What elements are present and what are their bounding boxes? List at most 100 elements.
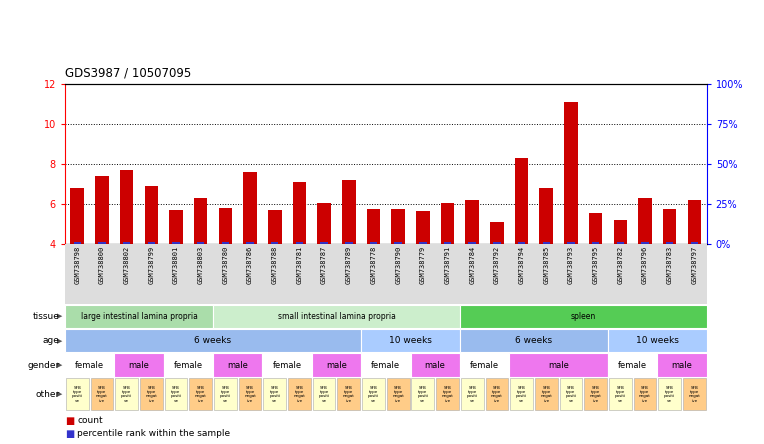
Bar — [436, 378, 459, 410]
Text: age: age — [43, 336, 60, 345]
Bar — [165, 378, 187, 410]
Bar — [691, 242, 698, 244]
Text: small intestinal lamina propria: small intestinal lamina propria — [277, 312, 396, 321]
Bar — [246, 242, 254, 244]
Text: SFB
type
positi
ve: SFB type positi ve — [269, 385, 280, 403]
Bar — [96, 176, 108, 244]
Bar — [659, 378, 681, 410]
Text: SFB
type
negat
ive: SFB type negat ive — [145, 385, 157, 403]
Bar — [163, 353, 213, 377]
Bar — [633, 378, 656, 410]
Text: SFB
type
positi
ve: SFB type positi ve — [220, 385, 231, 403]
Bar — [361, 329, 460, 353]
Bar — [262, 353, 312, 377]
Bar — [268, 210, 282, 244]
Text: SFB
type
positi
ve: SFB type positi ve — [319, 385, 330, 403]
Bar — [535, 378, 558, 410]
Text: female: female — [273, 361, 302, 370]
Text: SFB
type
negat
ive: SFB type negat ive — [96, 385, 108, 403]
Text: GSM738798: GSM738798 — [74, 246, 80, 284]
Text: GSM738800: GSM738800 — [99, 246, 105, 284]
Bar — [317, 203, 331, 244]
Text: GSM738793: GSM738793 — [568, 246, 574, 284]
Text: count: count — [77, 416, 103, 425]
Bar — [460, 305, 707, 328]
Text: GSM738782: GSM738782 — [617, 246, 623, 284]
Text: SFB
type
negat
ive: SFB type negat ive — [343, 385, 354, 403]
Bar — [312, 378, 335, 410]
Text: male: male — [227, 361, 248, 370]
Text: male: male — [548, 361, 569, 370]
Text: ▶: ▶ — [57, 362, 62, 368]
Bar — [663, 209, 676, 244]
Bar — [99, 242, 105, 244]
Text: GDS3987 / 10507095: GDS3987 / 10507095 — [65, 67, 191, 80]
Bar — [387, 378, 410, 410]
Text: male: male — [672, 361, 692, 370]
Text: GSM738788: GSM738788 — [272, 246, 278, 284]
Bar — [115, 378, 138, 410]
Text: percentile rank within the sample: percentile rank within the sample — [77, 429, 230, 438]
Bar — [444, 242, 452, 244]
Text: female: female — [371, 361, 400, 370]
Bar — [293, 182, 306, 244]
Text: SFB
type
negat
ive: SFB type negat ive — [688, 385, 701, 403]
Bar — [264, 378, 286, 410]
Bar — [213, 305, 460, 328]
Bar — [539, 188, 553, 244]
Bar — [584, 378, 607, 410]
Text: SFB
type
positi
ve: SFB type positi ve — [467, 385, 478, 403]
Bar — [140, 378, 163, 410]
Bar — [608, 329, 707, 353]
Bar — [666, 242, 673, 244]
Bar — [65, 329, 361, 353]
Text: GSM738781: GSM738781 — [296, 246, 303, 284]
Text: SFB
type
negat
ive: SFB type negat ive — [639, 385, 651, 403]
Bar — [238, 378, 261, 410]
Bar — [342, 180, 355, 244]
Bar — [592, 242, 600, 244]
Bar — [542, 242, 550, 244]
Bar — [115, 353, 163, 377]
Text: SFB
type
positi
ve: SFB type positi ve — [72, 385, 83, 403]
Text: 6 weeks: 6 weeks — [516, 336, 552, 345]
Bar — [222, 242, 229, 244]
Text: SFB
type
positi
ve: SFB type positi ve — [516, 385, 527, 403]
Text: female: female — [75, 361, 104, 370]
Bar — [370, 242, 377, 244]
Bar — [465, 200, 479, 244]
Text: SFB
type
negat
ive: SFB type negat ive — [590, 385, 601, 403]
Text: female: female — [173, 361, 203, 370]
Bar — [490, 222, 503, 244]
Text: GSM738799: GSM738799 — [148, 246, 154, 284]
Bar — [70, 188, 84, 244]
Text: SFB
type
positi
ve: SFB type positi ve — [368, 385, 379, 403]
Bar — [296, 242, 303, 244]
Text: GSM738783: GSM738783 — [667, 246, 672, 284]
Text: GSM738790: GSM738790 — [395, 246, 401, 284]
Text: GSM738778: GSM738778 — [371, 246, 377, 284]
Text: ■: ■ — [65, 416, 74, 426]
Text: ▶: ▶ — [57, 338, 62, 344]
Bar — [493, 242, 500, 244]
Text: GSM738802: GSM738802 — [124, 246, 130, 284]
Bar — [510, 378, 533, 410]
Text: GSM738795: GSM738795 — [593, 246, 599, 284]
Bar — [91, 378, 113, 410]
Text: SFB
type
negat
ive: SFB type negat ive — [442, 385, 454, 403]
Text: male: male — [128, 361, 150, 370]
Bar — [123, 242, 131, 244]
Bar — [214, 378, 237, 410]
Text: SFB
type
negat
ive: SFB type negat ive — [293, 385, 306, 403]
Bar — [518, 242, 526, 244]
Text: GSM738780: GSM738780 — [222, 246, 228, 284]
Bar — [243, 172, 257, 244]
Bar — [219, 208, 232, 244]
Text: GSM738797: GSM738797 — [691, 246, 698, 284]
Bar — [486, 378, 508, 410]
Text: SFB
type
positi
ve: SFB type positi ve — [615, 385, 626, 403]
Bar — [441, 203, 455, 244]
Bar — [419, 242, 426, 244]
Bar — [394, 242, 402, 244]
Bar — [361, 353, 410, 377]
